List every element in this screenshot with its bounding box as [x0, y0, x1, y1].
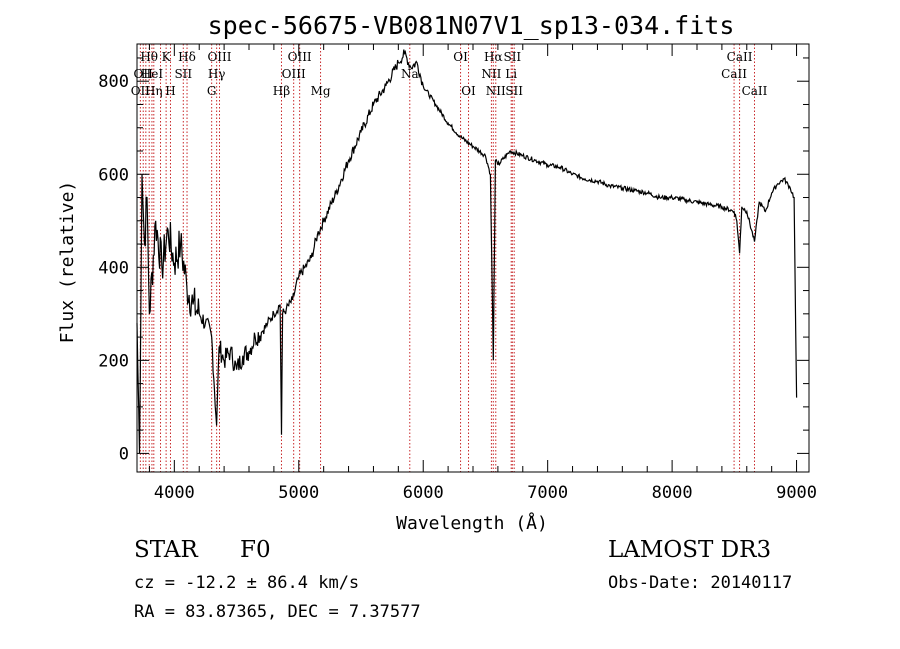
line-label: Hα — [484, 50, 503, 64]
line-label: SII — [503, 50, 521, 64]
y-tick-label: 200 — [98, 351, 129, 371]
plot-frame — [136, 43, 810, 473]
line-label: G — [207, 84, 217, 98]
x-tick-label: 4000 — [154, 483, 195, 503]
flux-series-line — [136, 49, 798, 454]
object-class: STAR — [134, 537, 198, 563]
redshift-cz: cz = -12.2 ± 86.4 km/s — [134, 573, 360, 593]
y-tick-label: 600 — [98, 165, 129, 185]
line-label: CaII — [742, 84, 768, 98]
line-label: Hθ — [140, 50, 158, 64]
line-label: Hη — [145, 84, 163, 98]
observation-date: Obs-Date: 20140117 — [608, 573, 793, 593]
line-label: SII — [174, 67, 192, 81]
line-label: Hγ — [208, 67, 226, 81]
line-label: NII — [486, 84, 506, 98]
spectral-line-labels: OII OII Hθ HeI Hη K H SII Hδ G Hγ OIII Hβ OIII OIII Mg N… — [131, 50, 768, 98]
spectral-line-markers — [139, 44, 755, 472]
line-label: OI — [461, 84, 476, 98]
y-tick-label: 0 — [119, 444, 129, 464]
y-tick-label: 800 — [98, 72, 129, 92]
line-label: Na — [401, 67, 419, 81]
survey-name: LAMOST DR3 — [608, 537, 772, 563]
line-label: Hβ — [273, 84, 290, 98]
x-tick-label: 7000 — [527, 483, 568, 503]
line-label: OI — [453, 50, 468, 64]
line-label: OIII — [288, 50, 312, 64]
line-label: CaII — [727, 50, 753, 64]
line-label: K — [162, 50, 172, 64]
line-label: CaII — [721, 67, 747, 81]
line-label: NII — [481, 67, 501, 81]
coordinates: RA = 83.87365, DEC = 7.37577 — [134, 602, 421, 622]
line-label: OII — [131, 84, 151, 98]
x-tick-label: 5000 — [278, 483, 319, 503]
line-label: OII — [134, 67, 154, 81]
x-tick-label: 9000 — [776, 483, 817, 503]
spectral-subclass: F0 — [240, 537, 271, 563]
axis-ticks: 4000 5000 6000 7000 8000 9000 0 200 400 600 800 — [98, 44, 817, 503]
line-label: Hδ — [178, 50, 196, 64]
line-label: Mg — [311, 84, 331, 98]
y-tick-label: 400 — [98, 258, 129, 278]
line-label: Li — [505, 67, 517, 81]
chart-title: spec-56675-VB081N07V1_sp13-034.fits — [208, 11, 735, 40]
x-tick-label: 6000 — [403, 483, 444, 503]
line-label: SII — [505, 84, 523, 98]
line-label: HeI — [141, 67, 164, 81]
line-label: OIII — [207, 50, 231, 64]
line-label: H — [165, 84, 175, 98]
line-label: OIII — [282, 67, 306, 81]
y-axis-label: Flux (relative) — [57, 181, 78, 344]
x-tick-label: 8000 — [652, 483, 693, 503]
x-axis-label: Wavelength (Å) — [396, 512, 548, 534]
